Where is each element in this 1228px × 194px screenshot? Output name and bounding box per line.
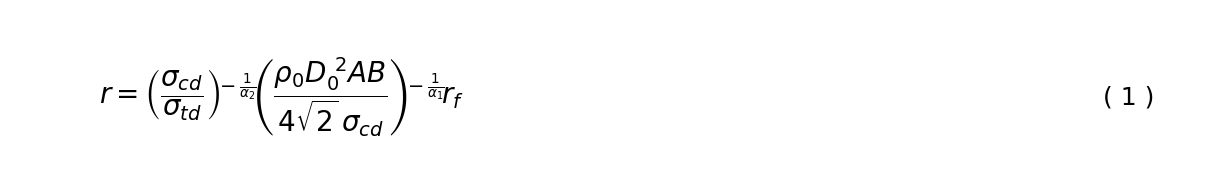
Text: $r=\left(\dfrac{\sigma_{cd}}{\sigma_{td}}\right)^{\!\!-\frac{1}{\alpha_2}}\!\lef: $r=\left(\dfrac{\sigma_{cd}}{\sigma_{td}… bbox=[99, 55, 464, 139]
Text: ( 1 ): ( 1 ) bbox=[1103, 85, 1154, 109]
